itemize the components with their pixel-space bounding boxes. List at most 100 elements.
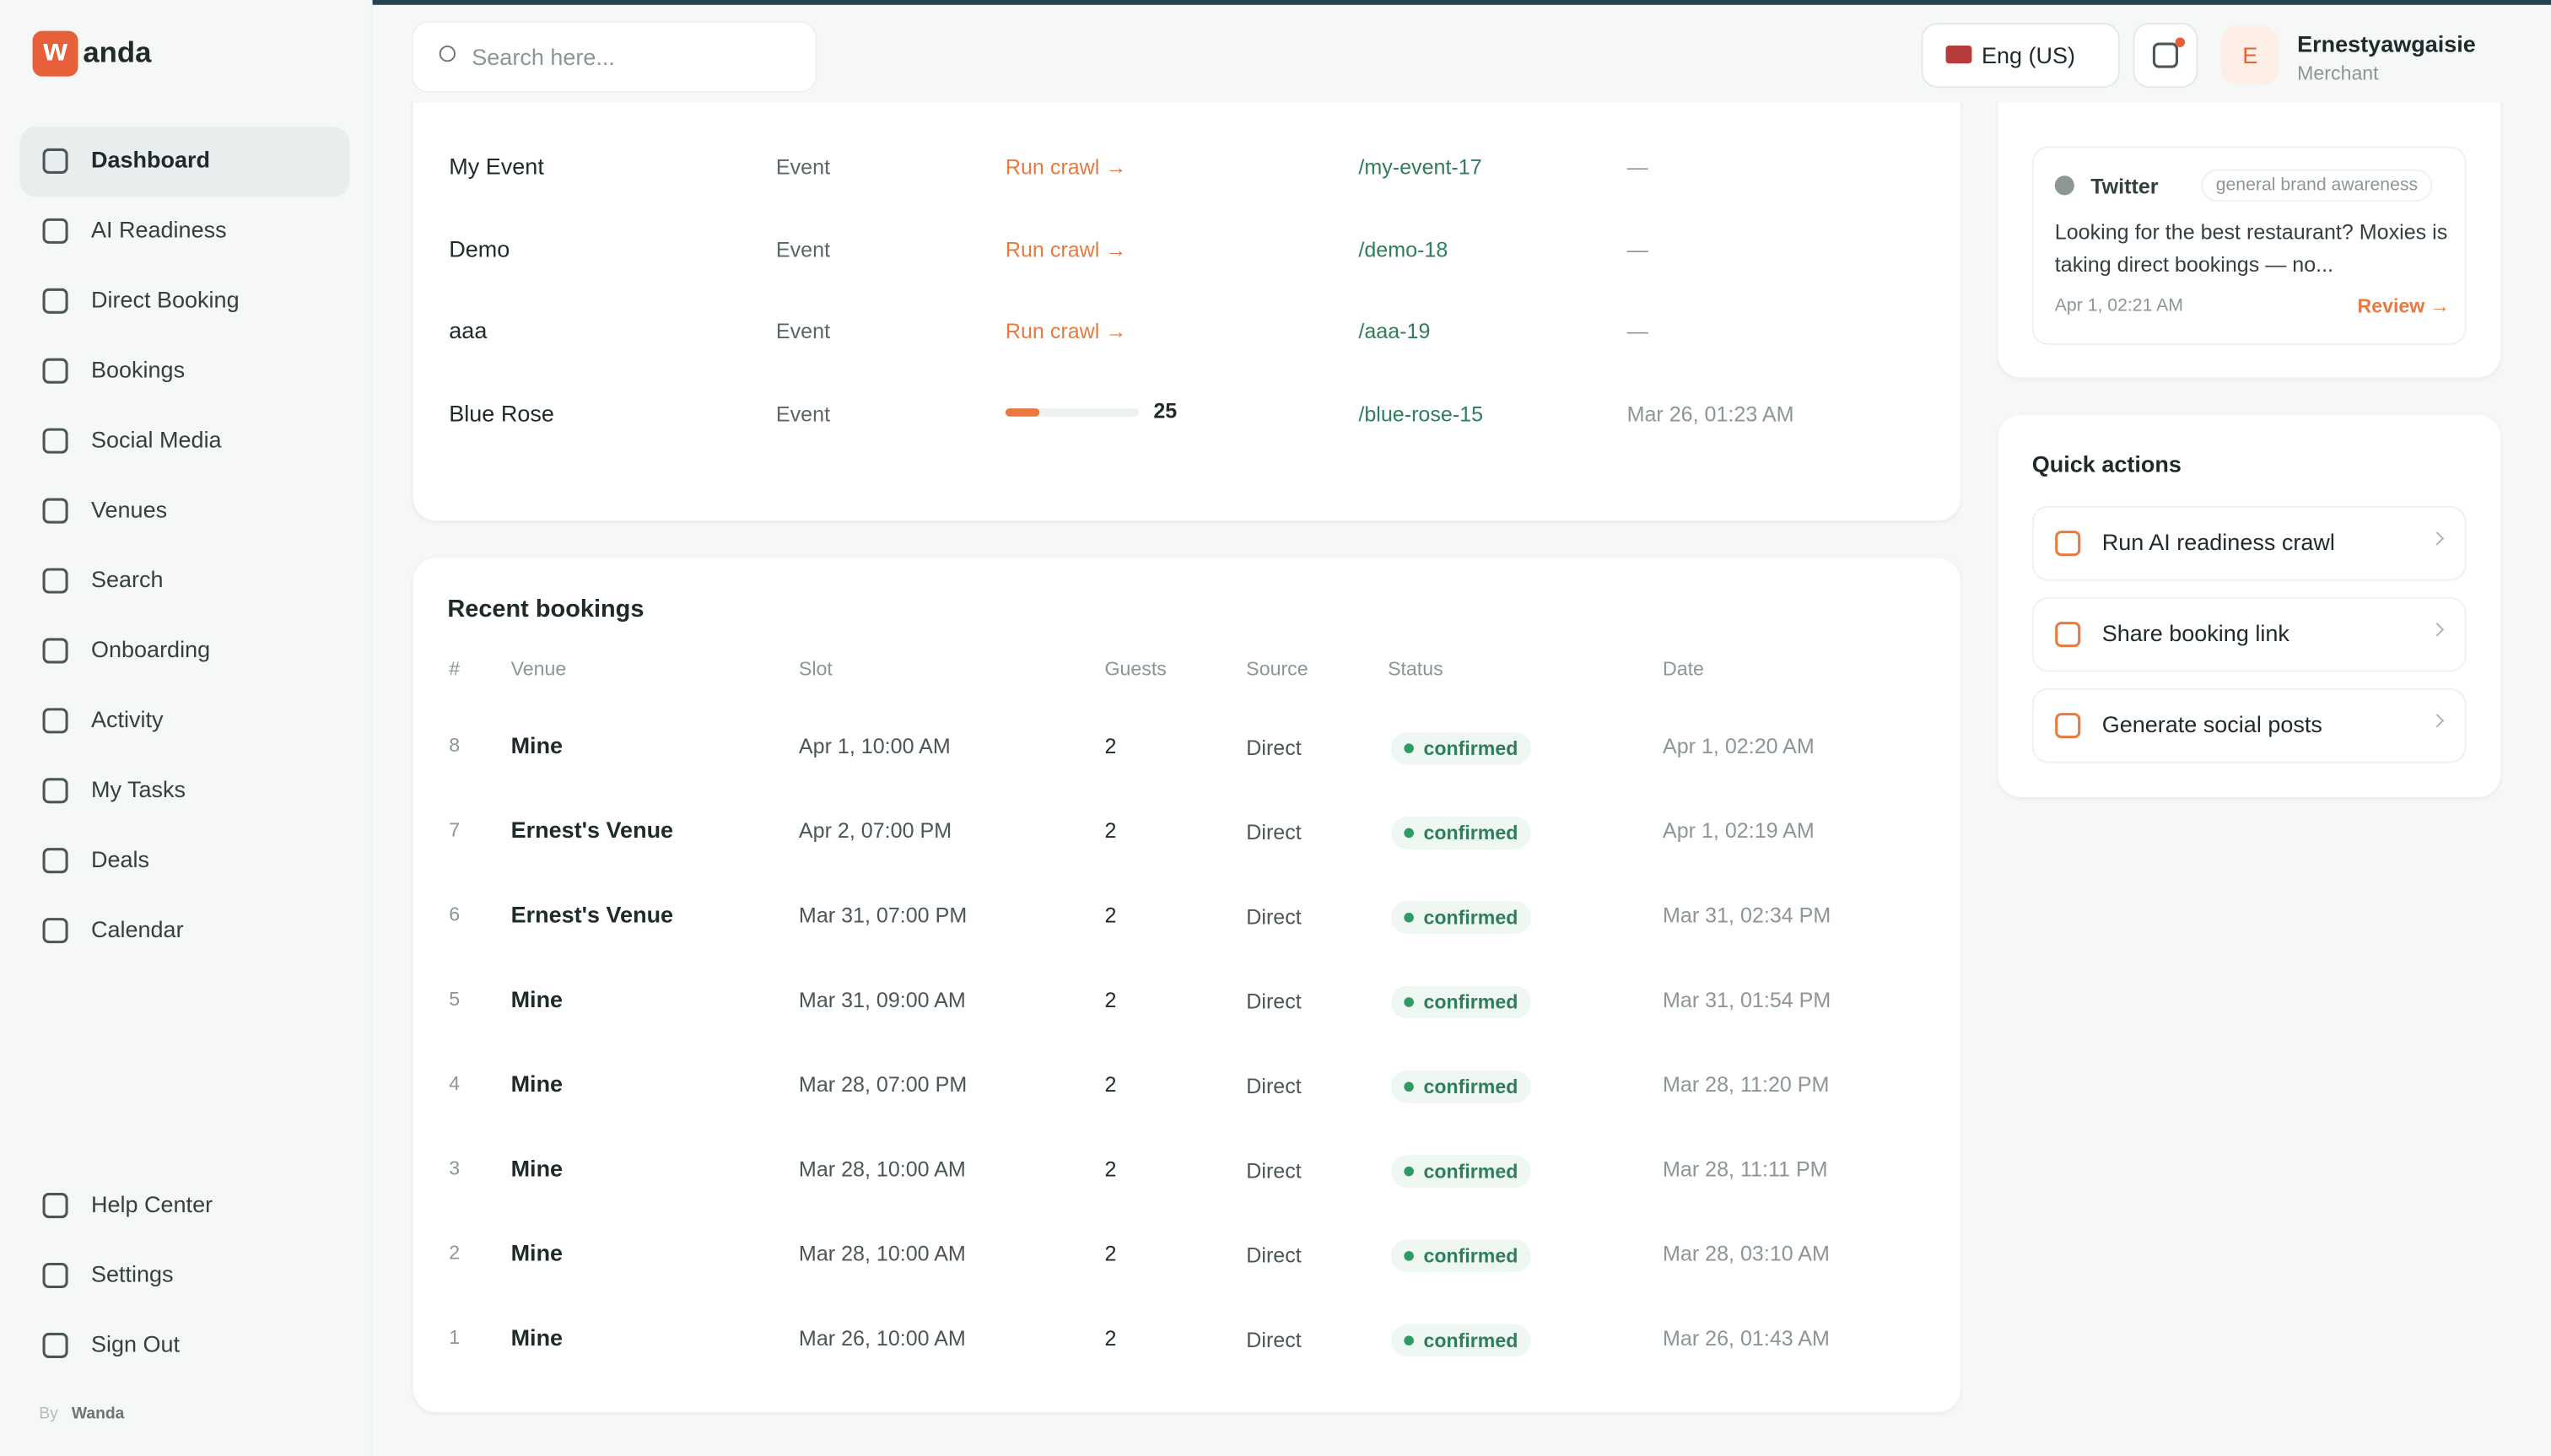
column-header: Status xyxy=(1388,657,1443,681)
booking-source: Direct xyxy=(1246,1243,1302,1268)
icon xyxy=(42,918,68,944)
score-bar xyxy=(1005,408,1039,418)
venue-date: Mar 26, 01:23 AM xyxy=(1626,402,1794,427)
nav-item[interactable]: Search xyxy=(90,566,164,592)
quick-actions-title: Quick actions xyxy=(2031,450,2182,477)
nav-item[interactable]: Deals xyxy=(90,845,150,872)
booking-source: Direct xyxy=(1246,989,1302,1014)
bookings-title: Recent bookings xyxy=(447,595,644,623)
nav-item[interactable]: Onboarding xyxy=(90,636,211,662)
nav-item[interactable]: Social Media xyxy=(90,426,222,453)
nav-item[interactable]: Sign Out xyxy=(90,1330,181,1357)
row-number: 1 xyxy=(449,1325,461,1349)
booking-guests: 2 xyxy=(1104,1241,1117,1266)
quick-action[interactable]: Share booking link xyxy=(2031,596,2467,672)
nav-item[interactable]: Bookings xyxy=(90,356,186,383)
status-text: confirmed xyxy=(1423,1329,1518,1352)
nav-item[interactable]: AI Readiness xyxy=(90,216,227,243)
column-header: Guests xyxy=(1104,657,1167,681)
booking-source: Direct xyxy=(1246,904,1302,930)
venue-name[interactable]: Demo xyxy=(449,235,510,262)
booking-slot: Apr 1, 10:00 AM xyxy=(798,733,951,758)
run-crawl[interactable]: Run crawl → xyxy=(1005,154,1127,179)
icon xyxy=(42,778,68,804)
row-number: 2 xyxy=(449,1241,461,1265)
booking-venue: Ernest's Venue xyxy=(510,901,674,928)
venue-slug: /demo-18 xyxy=(1358,236,1448,262)
nav-item[interactable]: Activity xyxy=(90,705,164,732)
column-header: Venue xyxy=(510,657,567,681)
status-dot xyxy=(1404,743,1414,753)
booking-guests: 2 xyxy=(1104,733,1117,758)
run-crawl[interactable]: Run crawl → xyxy=(1005,319,1127,344)
booking-guests: 2 xyxy=(1104,818,1117,843)
booking-date: Mar 28, 11:11 PM xyxy=(1662,1157,1828,1182)
bookings-card: Recent bookings # Venue Slot Guests Source Sta… xyxy=(413,558,1960,1412)
booking-source: Direct xyxy=(1246,819,1302,844)
venue-name[interactable]: aaa xyxy=(449,317,488,344)
column-header: Date xyxy=(1662,657,1704,681)
status-text: confirmed xyxy=(1423,1244,1518,1268)
platform-dot xyxy=(2054,175,2074,196)
icon xyxy=(42,498,68,524)
nav-item[interactable]: Dashboard xyxy=(90,146,211,173)
booking-date: Apr 1, 02:19 AM xyxy=(1662,818,1815,843)
chevron xyxy=(2430,623,2445,637)
post-text: Looking for the best restaurant? Moxies … xyxy=(2054,219,2448,277)
platform: Twitter xyxy=(2090,174,2159,199)
booking-guests: 2 xyxy=(1104,1157,1117,1182)
nav-item[interactable]: Venues xyxy=(90,496,168,523)
nav-item[interactable]: My Tasks xyxy=(90,775,186,802)
column-header: Slot xyxy=(798,657,833,681)
user-role: Merchant xyxy=(2297,62,2379,85)
status-dot xyxy=(1404,828,1414,839)
venue-type: Event xyxy=(775,154,831,179)
nav-item[interactable]: Settings xyxy=(90,1260,174,1287)
venue-date: — xyxy=(1626,319,1648,344)
logo-name: anda xyxy=(83,35,152,68)
status-badge: confirmed xyxy=(1390,1070,1531,1103)
status-dot xyxy=(1404,1166,1414,1177)
chevron xyxy=(2430,531,2445,546)
language[interactable]: Eng (US) xyxy=(1921,22,2120,89)
status-text: confirmed xyxy=(1423,906,1518,930)
icon xyxy=(42,1193,68,1219)
search-placeholder: Search here... xyxy=(472,44,615,70)
booking-date: Mar 31, 02:34 PM xyxy=(1662,903,1831,928)
venue-name[interactable]: My Event xyxy=(449,152,544,179)
run-crawl[interactable]: Run crawl → xyxy=(1005,236,1127,262)
booking-slot: Mar 31, 07:00 PM xyxy=(798,903,968,928)
booking-venue: Mine xyxy=(510,1324,564,1351)
status-dot xyxy=(1404,1335,1414,1345)
booking-guests: 2 xyxy=(1104,987,1117,1012)
quick-action[interactable]: Run AI readiness crawl xyxy=(2031,505,2467,581)
venue-type: Event xyxy=(775,402,831,427)
venue-name[interactable]: Blue Rose xyxy=(449,400,554,427)
status-text: confirmed xyxy=(1423,1075,1518,1098)
search[interactable]: Search here... xyxy=(411,21,817,93)
booking-guests: 2 xyxy=(1104,903,1117,928)
booking-slot: Mar 28, 10:00 AM xyxy=(798,1241,966,1266)
venue-date: — xyxy=(1626,154,1648,179)
nav-item[interactable]: Calendar xyxy=(90,915,184,942)
footer-name: Wanda xyxy=(71,1405,125,1424)
nav-item[interactable]: Direct Booking xyxy=(90,286,240,313)
row-number: 7 xyxy=(449,818,461,842)
venue-date: — xyxy=(1626,236,1648,262)
icon xyxy=(42,358,68,384)
notifications[interactable] xyxy=(2133,22,2198,89)
nav-item[interactable]: Help Center xyxy=(90,1190,213,1217)
icon xyxy=(42,218,68,244)
footer-by: By xyxy=(39,1405,58,1424)
tag: general brand awareness xyxy=(2201,169,2433,202)
icon xyxy=(42,1262,68,1289)
booking-source: Direct xyxy=(1246,735,1302,760)
status-text: confirmed xyxy=(1423,1160,1518,1184)
quick-action[interactable]: Generate social posts xyxy=(2031,688,2467,763)
venues-card: Ernest's VenueRestaurant35No slugMar 26,… xyxy=(413,32,1960,521)
review[interactable]: Review → xyxy=(2357,294,2450,318)
booking-venue: Mine xyxy=(510,985,564,1012)
icon xyxy=(42,568,68,594)
venue-type: Event xyxy=(775,236,831,262)
